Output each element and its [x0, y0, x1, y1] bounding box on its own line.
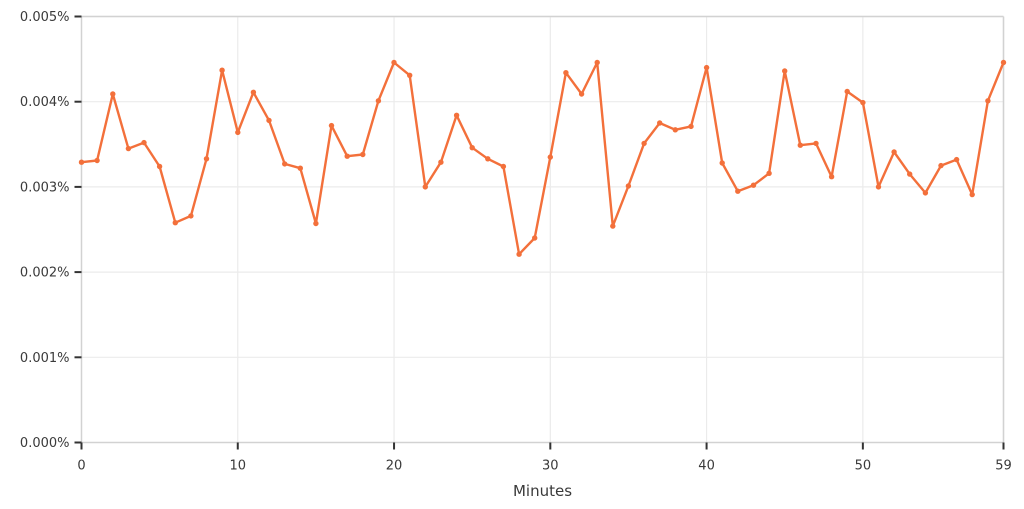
- x-tick-label: 30: [542, 459, 559, 474]
- data-point: [750, 182, 757, 188]
- data-point: [782, 68, 788, 74]
- x-tick-label: 59: [995, 459, 1012, 474]
- data-point: [688, 123, 694, 130]
- x-tick-label: 20: [386, 459, 403, 474]
- data-point: [125, 145, 132, 152]
- data-point: [172, 220, 178, 226]
- data-point: [516, 251, 522, 257]
- data-point: [844, 88, 850, 95]
- data-point: [610, 223, 616, 229]
- spine-layer: [80, 15, 1005, 444]
- data-point: [313, 220, 319, 227]
- y-tick-label: 0.001%: [20, 351, 70, 366]
- data-point: [375, 98, 382, 104]
- data-point: [469, 145, 475, 151]
- data-line: [80, 61, 1005, 256]
- data-point: [297, 165, 303, 171]
- data-point: [985, 98, 991, 104]
- data-point: [250, 89, 257, 96]
- data-point: [907, 171, 913, 177]
- data-point: [438, 159, 444, 165]
- data-point: [563, 70, 569, 76]
- data-point: [860, 99, 866, 106]
- data-point: [266, 117, 272, 124]
- data-point: [500, 163, 507, 170]
- data-point: [719, 160, 725, 166]
- data-point: [703, 64, 710, 71]
- data-point: [235, 129, 241, 136]
- x-tick-label: 50: [855, 459, 872, 474]
- data-point: [938, 162, 944, 169]
- x-axis-title: Minutes: [513, 482, 572, 500]
- data-point: [422, 184, 428, 190]
- data-point: [203, 156, 210, 162]
- data-point: [78, 159, 85, 165]
- data-point: [188, 213, 194, 219]
- data-point: [594, 59, 600, 66]
- data-point: [1000, 59, 1007, 66]
- data-point: [547, 154, 553, 160]
- data-point: [282, 161, 288, 167]
- data-point: [813, 140, 819, 147]
- data-point: [578, 91, 585, 97]
- data-point: [797, 142, 803, 148]
- data-point: [407, 72, 413, 79]
- data-point: [94, 157, 100, 164]
- data-series-layer: [78, 59, 1007, 257]
- y-tick-label: 0.005%: [20, 10, 70, 25]
- data-point: [360, 151, 366, 158]
- data-point: [625, 183, 632, 189]
- data-point: [532, 235, 538, 241]
- y-tick-label: 0.004%: [20, 95, 70, 110]
- y-tick-label: 0.002%: [20, 266, 70, 281]
- x-tick-label: 0: [77, 459, 85, 474]
- tick-label-layer: 0.000% 0.001% 0.002% 0.003% 0.004% 0.005% 0 10 2…: [20, 10, 1012, 474]
- data-point: [344, 153, 350, 159]
- data-point: [328, 122, 335, 129]
- x-tick-label: 40: [698, 459, 715, 474]
- data-point: [672, 127, 678, 133]
- data-point: [219, 67, 225, 73]
- data-point: [485, 156, 491, 162]
- data-point: [141, 139, 147, 146]
- tick-layer: [74, 15, 1005, 450]
- data-point: [156, 163, 163, 170]
- data-point: [891, 149, 897, 155]
- y-tick-label: 0.003%: [20, 180, 70, 195]
- data-point: [922, 190, 929, 196]
- data-point: [735, 188, 741, 194]
- data-point: [766, 170, 772, 176]
- data-point: [391, 59, 397, 66]
- data-point: [657, 120, 663, 126]
- data-point: [875, 184, 882, 190]
- data-point: [641, 140, 647, 147]
- y-tick-label: 0.000%: [20, 436, 70, 451]
- data-point: [453, 112, 460, 119]
- data-point: [110, 91, 116, 97]
- data-point: [969, 191, 975, 198]
- data-point: [828, 174, 835, 180]
- data-point: [953, 156, 960, 163]
- x-tick-label: 10: [229, 459, 246, 474]
